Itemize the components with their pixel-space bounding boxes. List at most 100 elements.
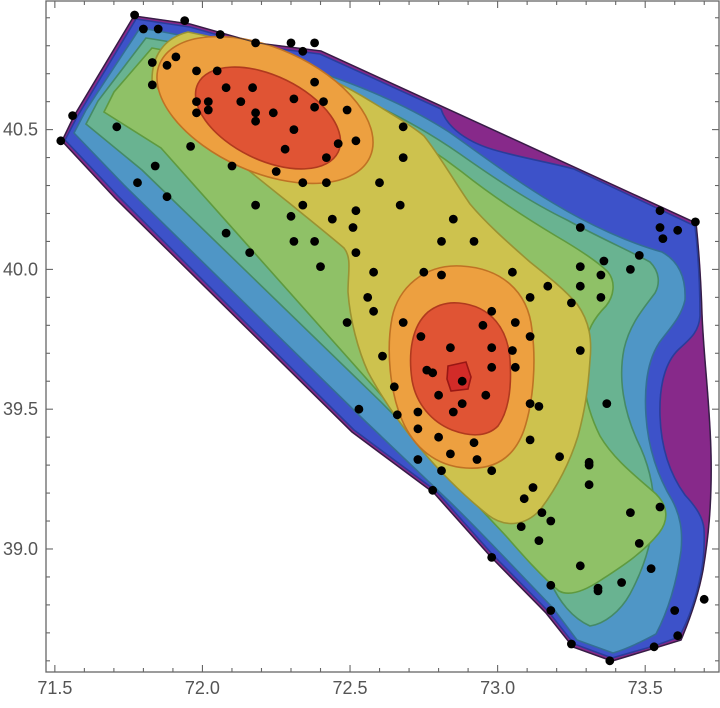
data-point — [646, 564, 656, 573]
data-point — [602, 399, 612, 408]
data-point — [192, 108, 201, 118]
tick-label: 39.0 — [3, 539, 38, 559]
data-point — [508, 267, 517, 277]
data-point — [510, 318, 520, 327]
data-points — [56, 10, 709, 666]
data-point — [575, 346, 585, 355]
tick-label: 71.5 — [37, 678, 72, 698]
data-point — [289, 94, 299, 104]
data-point — [516, 522, 526, 531]
data-point — [469, 237, 479, 246]
data-point — [369, 306, 378, 316]
data-point — [310, 237, 319, 246]
data-point — [212, 66, 222, 76]
tick-label: 72.5 — [333, 678, 368, 698]
data-point — [289, 237, 299, 246]
data-point — [448, 407, 458, 417]
data-point — [457, 399, 467, 408]
data-point — [413, 424, 423, 434]
data-point — [617, 578, 626, 587]
data-point — [139, 24, 148, 34]
data-point — [153, 24, 163, 34]
data-point — [437, 466, 446, 476]
data-point — [316, 262, 325, 271]
data-point — [546, 516, 556, 526]
data-point — [333, 139, 343, 149]
data-point — [567, 639, 576, 649]
data-point — [322, 153, 331, 163]
tick-label: 39.5 — [3, 399, 38, 419]
data-point — [599, 256, 609, 266]
data-point — [487, 343, 497, 353]
data-point — [236, 97, 246, 106]
data-point — [525, 435, 535, 445]
data-point — [481, 390, 491, 400]
data-point — [655, 502, 665, 512]
data-point — [584, 480, 594, 490]
data-point — [227, 161, 237, 171]
data-point — [508, 346, 517, 355]
data-point — [130, 10, 140, 20]
data-point — [437, 237, 446, 246]
data-point — [398, 122, 408, 132]
data-point — [525, 399, 535, 408]
data-point — [596, 293, 606, 302]
data-point — [286, 38, 296, 48]
data-point — [649, 642, 659, 652]
data-point — [634, 539, 644, 548]
data-point — [56, 136, 66, 146]
data-point — [525, 332, 535, 341]
data-point — [369, 267, 378, 277]
data-point — [245, 248, 255, 257]
data-point — [434, 432, 443, 442]
data-point — [348, 223, 358, 232]
tick-label: 40.5 — [3, 120, 38, 140]
data-point — [280, 144, 290, 154]
data-point — [375, 178, 384, 188]
data-point — [699, 594, 709, 604]
data-point — [448, 214, 458, 224]
data-point — [251, 116, 260, 126]
data-point — [162, 60, 172, 70]
data-point — [268, 108, 278, 118]
data-point — [419, 267, 429, 277]
data-point — [428, 485, 438, 495]
data-point — [398, 318, 408, 327]
data-point — [658, 234, 668, 244]
data-point — [534, 536, 544, 545]
data-point — [251, 200, 260, 210]
data-point — [310, 38, 319, 48]
data-point — [351, 248, 361, 257]
axes-frame — [45, 0, 720, 673]
data-point — [472, 455, 482, 464]
hull-outline — [61, 15, 712, 662]
data-point — [271, 167, 281, 176]
data-point — [319, 97, 328, 106]
data-point — [351, 136, 361, 146]
data-point — [673, 225, 683, 235]
data-point — [310, 102, 319, 112]
data-point — [543, 281, 553, 291]
data-point — [584, 460, 594, 470]
data-point — [221, 83, 231, 93]
data-point — [289, 125, 299, 134]
data-point — [528, 483, 538, 492]
data-point — [673, 631, 683, 641]
data-point — [575, 223, 585, 232]
data-point — [596, 270, 606, 280]
data-point — [575, 281, 585, 291]
data-point — [150, 161, 160, 171]
tick-label: 73.0 — [480, 678, 515, 698]
data-point — [68, 111, 77, 120]
data-point — [487, 362, 497, 372]
data-point — [342, 318, 352, 327]
data-point — [605, 656, 615, 666]
data-point — [478, 320, 488, 330]
data-point — [298, 178, 308, 188]
data-point — [413, 407, 423, 417]
data-point — [203, 105, 213, 115]
data-point — [298, 200, 308, 210]
data-point — [457, 376, 467, 386]
data-point — [416, 332, 426, 341]
